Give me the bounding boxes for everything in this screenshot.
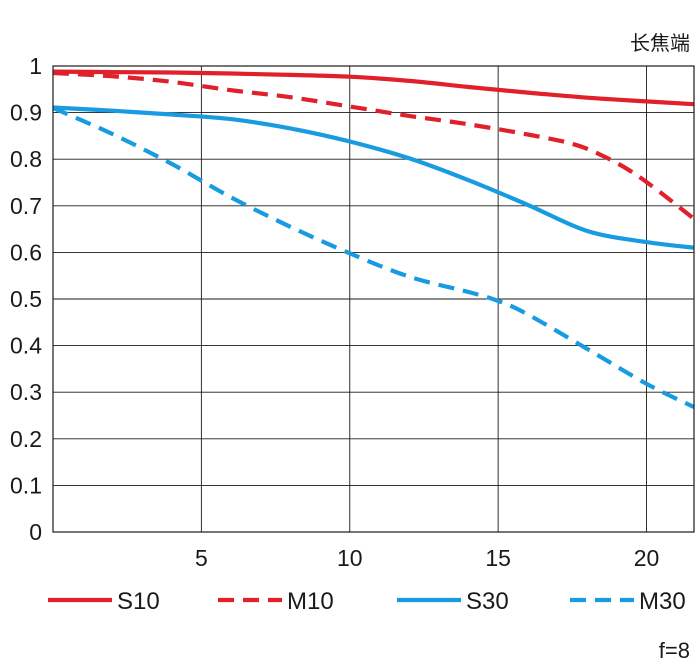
y-tick-label: 0.8 <box>10 146 42 172</box>
x-tick-label: 20 <box>634 545 660 571</box>
y-tick-label: 0.7 <box>10 193 42 219</box>
y-tick-label: 0.6 <box>10 239 42 265</box>
plot-frame <box>52 65 695 533</box>
legend-label-m30: M30 <box>639 588 686 615</box>
chart-title: 长焦端 <box>630 31 690 55</box>
legend-label-s10: S10 <box>117 588 160 615</box>
y-tick-label: 0.1 <box>10 472 42 498</box>
y-tick-label: 0.3 <box>10 379 42 405</box>
series-line-s30 <box>52 105 695 250</box>
x-tick-label: 5 <box>195 545 208 571</box>
y-tick-label: 0 <box>29 519 42 545</box>
series-lines <box>52 69 696 409</box>
x-tick-labels: 5 10 15 20 <box>195 545 659 571</box>
legend-label-m10: M10 <box>287 588 334 615</box>
series-line-m10 <box>52 70 696 221</box>
y-tick-labels: 0 0.1 0.2 0.3 0.4 0.5 0.6 0.7 0.8 0.9 1 <box>10 53 42 545</box>
series-line-s10 <box>52 69 695 107</box>
y-tick-label: 0.5 <box>10 286 42 312</box>
y-tick-label: 0.4 <box>10 333 42 359</box>
legend-label-s30: S30 <box>466 588 509 615</box>
x-tick-label: 10 <box>337 545 363 571</box>
grid <box>53 66 694 532</box>
aperture-note: f=8 <box>659 638 690 663</box>
y-tick-label: 0.9 <box>10 100 42 126</box>
series-line-m30 <box>52 105 695 409</box>
y-tick-label: 1 <box>29 53 42 79</box>
x-tick-label: 15 <box>485 545 511 571</box>
legend: S10 M10 S30 M30 <box>48 588 686 615</box>
y-tick-label: 0.2 <box>10 426 42 452</box>
